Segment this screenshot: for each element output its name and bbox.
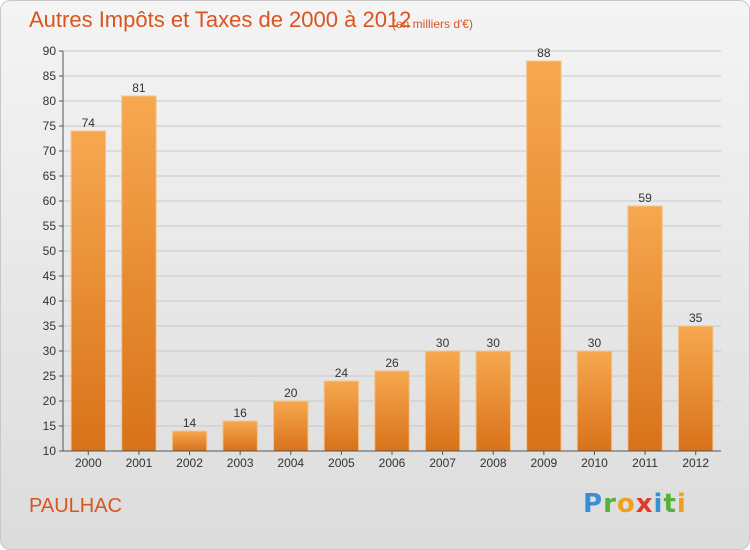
x-tick-label: 2011 <box>632 456 658 470</box>
bar-2012 <box>677 325 714 452</box>
chart-subtitle: (en milliers d'€) <box>392 17 473 31</box>
y-tick-label: 70 <box>43 144 57 158</box>
bar-value-label: 26 <box>385 356 399 370</box>
bar-value-label: 20 <box>284 386 298 400</box>
y-tick-label: 30 <box>43 344 57 358</box>
y-tick-label: 75 <box>43 119 57 133</box>
bar-value-label: 16 <box>233 406 247 420</box>
y-tick-label: 25 <box>43 369 57 383</box>
y-tick-label: 90 <box>43 44 57 58</box>
x-tick-label: 2012 <box>682 456 709 470</box>
x-tick-label: 2000 <box>75 456 102 470</box>
bar-2003 <box>222 420 258 452</box>
y-tick-label: 20 <box>43 394 57 408</box>
y-tick-label: 45 <box>43 269 57 283</box>
x-tick-label: 2005 <box>328 456 355 470</box>
y-tick-label: 40 <box>43 294 57 308</box>
bar-2007 <box>424 350 461 452</box>
x-axis: 2000 2001 2002 2003 2004 2005 2006 2007 2008 2009… <box>63 450 721 470</box>
bar-2011 <box>627 205 663 452</box>
bars: 74 81 14 16 20 24 26 30 30 88 30 59 35 <box>70 46 714 452</box>
y-tick-label: 65 <box>43 169 57 183</box>
bar-2008 <box>475 350 511 452</box>
y-tick-label: 85 <box>43 69 57 83</box>
bar-value-label: 35 <box>689 311 703 325</box>
x-tick-label: 2010 <box>581 456 608 470</box>
x-tick-label: 2009 <box>530 456 557 470</box>
bar-2004 <box>273 400 309 452</box>
x-tick-label: 2008 <box>480 456 507 470</box>
x-tick-label: 2004 <box>277 456 304 470</box>
bar-value-label: 14 <box>183 416 197 430</box>
bar-value-label: 24 <box>335 366 349 380</box>
bar-2006 <box>374 370 410 452</box>
bar-2010 <box>576 350 613 452</box>
y-tick-label: 80 <box>43 94 57 108</box>
bar-2000 <box>70 130 107 452</box>
bar-value-label: 81 <box>132 81 146 95</box>
bar-value-label: 59 <box>638 191 652 205</box>
bar-value-label: 74 <box>82 116 96 130</box>
chart-title: Autres Impôts et Taxes de 2000 à 2012 <box>29 7 412 32</box>
y-tick-label: 50 <box>43 244 57 258</box>
y-axis: 10 15 20 25 30 35 40 45 50 55 60 65 70 75 80 85 90 <box>43 44 64 458</box>
bar-2009 <box>526 60 562 452</box>
bar-2002 <box>171 430 208 452</box>
y-tick-label: 35 <box>43 319 57 333</box>
bar-value-label: 30 <box>588 336 602 350</box>
bar-value-label: 30 <box>436 336 450 350</box>
x-tick-label: 2003 <box>227 456 254 470</box>
x-tick-label: 2001 <box>126 456 153 470</box>
bar-2005 <box>323 380 360 452</box>
proxiti-logo: Proxiti <box>583 489 687 519</box>
bar-value-label: 88 <box>537 46 551 60</box>
commune-name: PAULHAC <box>29 495 122 517</box>
y-tick-label: 15 <box>43 419 57 433</box>
bar-2001 <box>121 95 157 452</box>
x-tick-label: 2002 <box>176 456 203 470</box>
y-tick-label: 60 <box>43 194 57 208</box>
y-tick-label: 10 <box>43 444 57 458</box>
x-tick-label: 2006 <box>379 456 406 470</box>
bar-value-label: 30 <box>487 336 501 350</box>
x-tick-label: 2007 <box>429 456 456 470</box>
y-tick-label: 55 <box>43 219 57 233</box>
